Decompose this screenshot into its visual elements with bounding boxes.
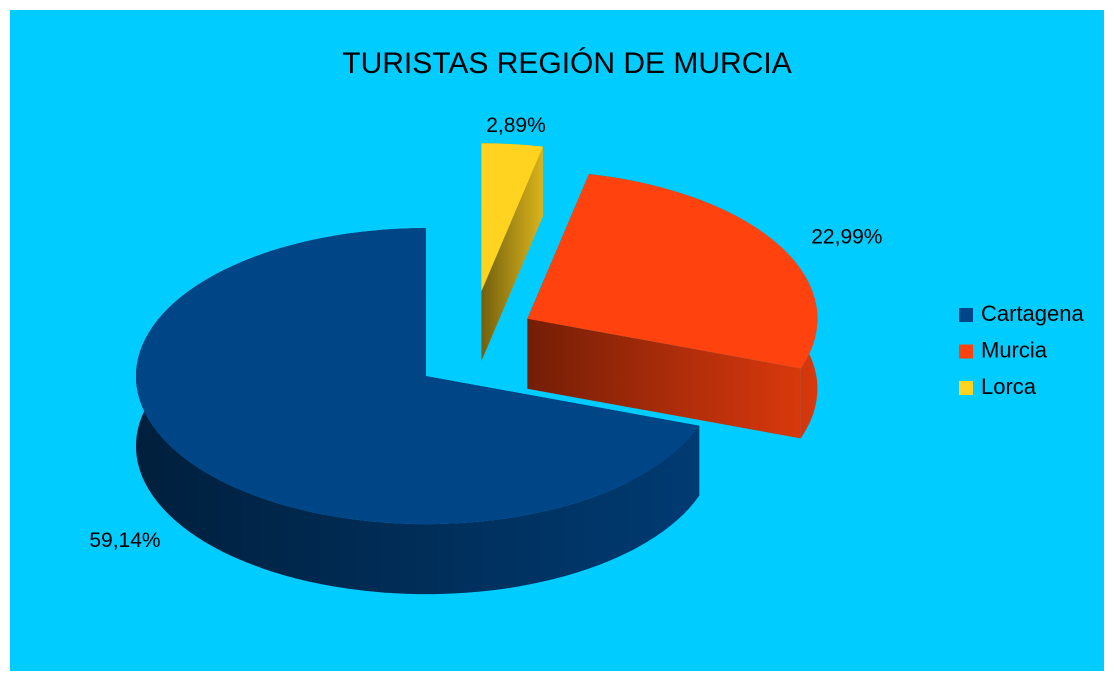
legend-label: Lorca	[981, 374, 1037, 399]
legend-swatch	[959, 381, 973, 395]
legend-swatch	[959, 344, 973, 359]
data-label: 59,14%	[89, 529, 160, 552]
slice-top	[135, 228, 700, 525]
data-label: 2,89%	[486, 114, 546, 137]
legend-label: Murcia	[981, 337, 1048, 362]
pie-slice	[481, 143, 543, 362]
pie-slice	[527, 174, 818, 439]
data-label: 22,99%	[811, 226, 882, 249]
slice-side-shade	[527, 318, 801, 439]
slice-top	[481, 143, 543, 292]
chart-title: TURISTAS REGIÓN DE MURCIA	[342, 47, 791, 80]
legend-swatch	[959, 308, 973, 322]
legend-label: Cartagena	[981, 301, 1085, 326]
slice-top	[527, 174, 818, 369]
pie-slice	[135, 228, 700, 595]
